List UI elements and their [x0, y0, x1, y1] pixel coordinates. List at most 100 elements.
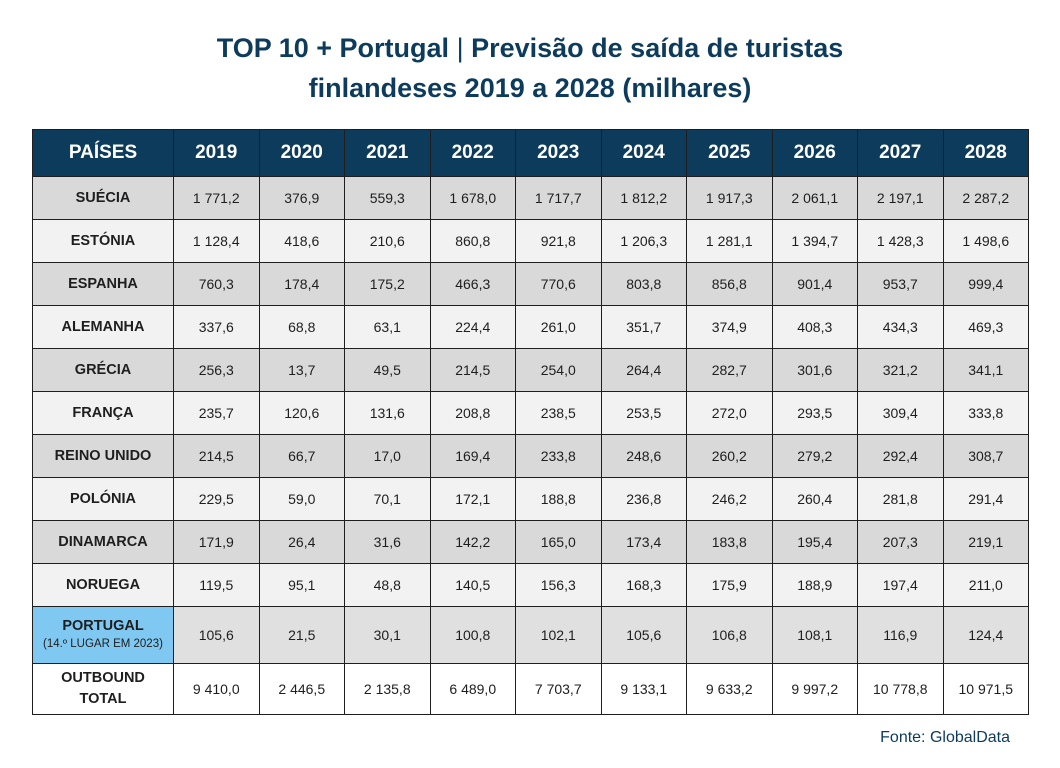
- value-cell: 291,4: [942, 477, 1029, 521]
- value-cell: 279,2: [771, 434, 858, 478]
- header-year: 2026: [771, 129, 858, 177]
- value-cell: 2 197,1: [857, 176, 944, 220]
- value-cell: 207,3: [857, 520, 944, 564]
- value-cell: 254,0: [515, 348, 602, 392]
- value-cell: 301,6: [771, 348, 858, 392]
- value-cell: 2 446,5: [258, 663, 345, 715]
- value-cell: 236,8: [600, 477, 687, 521]
- value-cell: 26,4: [258, 520, 345, 564]
- value-cell: 17,0: [344, 434, 431, 478]
- value-cell: 309,4: [857, 391, 944, 435]
- value-cell: 293,5: [771, 391, 858, 435]
- header-year: 2019: [173, 129, 260, 177]
- value-cell: 321,2: [857, 348, 944, 392]
- value-cell: 95,1: [258, 563, 345, 607]
- value-cell: 770,6: [515, 262, 602, 306]
- value-cell: 108,1: [771, 606, 858, 664]
- title-separator: |: [449, 33, 472, 63]
- header-year: 2028: [942, 129, 1029, 177]
- title-rest: Previsão de saída de turistas: [471, 33, 844, 63]
- forecast-table: PAÍSES 2019 2020 2021 2022 2023 2024 202…: [32, 129, 1029, 715]
- ranking-note: (14.º LUGAR EM 2023): [43, 638, 163, 650]
- value-cell: 233,8: [515, 434, 602, 478]
- value-cell: 856,8: [686, 262, 773, 306]
- value-cell: 1 394,7: [771, 219, 858, 263]
- country-cell: ESTÓNIA: [32, 219, 174, 263]
- value-cell: 376,9: [258, 176, 345, 220]
- value-cell: 901,4: [771, 262, 858, 306]
- total-label-cell: OUTBOUND TOTAL: [32, 663, 174, 715]
- value-cell: 13,7: [258, 348, 345, 392]
- table-row: REINO UNIDO 214,5 66,7 17,0 169,4 233,8 248,6 2…: [32, 434, 1029, 478]
- value-cell: 253,5: [600, 391, 687, 435]
- value-cell: 469,3: [942, 305, 1029, 349]
- table-row: FRANÇA 235,7 120,6 131,6 208,8 238,5 253,5 272,…: [32, 391, 1029, 435]
- table-row: POLÓNIA 229,5 59,0 70,1 172,1 188,8 236,8 246,2…: [32, 477, 1029, 521]
- value-cell: 1 678,0: [429, 176, 516, 220]
- table-row: SUÉCIA 1 771,2 376,9 559,3 1 678,0 1 717,7 1 8…: [32, 176, 1029, 220]
- title-bold: TOP 10 + Portugal: [216, 33, 450, 63]
- country-cell: NORUEGA: [32, 563, 174, 607]
- table-row-total: OUTBOUND TOTAL 9 410,0 2 446,5 2 135,8 6…: [32, 663, 1029, 715]
- value-cell: 1 281,1: [686, 219, 773, 263]
- value-cell: 235,7: [173, 391, 260, 435]
- value-cell: 337,6: [173, 305, 260, 349]
- value-cell: 9 410,0: [173, 663, 260, 715]
- value-cell: 953,7: [857, 262, 944, 306]
- table-row: ALEMANHA 337,6 68,8 63,1 224,4 261,0 351,7 374,…: [32, 305, 1029, 349]
- value-cell: 1 498,6: [942, 219, 1029, 263]
- value-cell: 10 971,5: [942, 663, 1029, 715]
- value-cell: 224,4: [429, 305, 516, 349]
- value-cell: 1 812,2: [600, 176, 687, 220]
- value-cell: 921,8: [515, 219, 602, 263]
- value-cell: 142,2: [429, 520, 516, 564]
- value-cell: 238,5: [515, 391, 602, 435]
- value-cell: 210,6: [344, 219, 431, 263]
- value-cell: 30,1: [344, 606, 431, 664]
- value-cell: 169,4: [429, 434, 516, 478]
- value-cell: 188,9: [771, 563, 858, 607]
- value-cell: 119,5: [173, 563, 260, 607]
- value-cell: 1 771,2: [173, 176, 260, 220]
- value-cell: 272,0: [686, 391, 773, 435]
- value-cell: 175,2: [344, 262, 431, 306]
- value-cell: 124,4: [942, 606, 1029, 664]
- value-cell: 63,1: [344, 305, 431, 349]
- value-cell: 10 778,8: [857, 663, 944, 715]
- value-cell: 68,8: [258, 305, 345, 349]
- value-cell: 156,3: [515, 563, 602, 607]
- value-cell: 106,8: [686, 606, 773, 664]
- table-row: NORUEGA 119,5 95,1 48,8 140,5 156,3 168,3 175,9…: [32, 563, 1029, 607]
- value-cell: 248,6: [600, 434, 687, 478]
- value-cell: 7 703,7: [515, 663, 602, 715]
- table-row-portugal: PORTUGAL (14.º LUGAR EM 2023) 105,6 21,5…: [32, 606, 1029, 664]
- value-cell: 6 489,0: [429, 663, 516, 715]
- country-cell: DINAMARCA: [32, 520, 174, 564]
- value-cell: 281,8: [857, 477, 944, 521]
- value-cell: 466,3: [429, 262, 516, 306]
- value-cell: 2 061,1: [771, 176, 858, 220]
- value-cell: 333,8: [942, 391, 1029, 435]
- country-name: PORTUGAL: [62, 618, 144, 634]
- value-cell: 264,4: [600, 348, 687, 392]
- value-cell: 229,5: [173, 477, 260, 521]
- value-cell: 559,3: [344, 176, 431, 220]
- value-cell: 760,3: [173, 262, 260, 306]
- value-cell: 165,0: [515, 520, 602, 564]
- header-year: 2022: [429, 129, 516, 177]
- header-year: 2023: [515, 129, 602, 177]
- value-cell: 261,0: [515, 305, 602, 349]
- country-cell: FRANÇA: [32, 391, 174, 435]
- source-note: Fonte: GlobalData: [880, 729, 1010, 746]
- country-cell: POLÓNIA: [32, 477, 174, 521]
- value-cell: 183,8: [686, 520, 773, 564]
- value-cell: 211,0: [942, 563, 1029, 607]
- total-label-line-2: TOTAL: [79, 691, 127, 707]
- country-cell: REINO UNIDO: [32, 434, 174, 478]
- value-cell: 105,6: [173, 606, 260, 664]
- value-cell: 120,6: [258, 391, 345, 435]
- value-cell: 351,7: [600, 305, 687, 349]
- value-cell: 282,7: [686, 348, 773, 392]
- header-countries: PAÍSES: [32, 129, 174, 177]
- header-year: 2020: [258, 129, 345, 177]
